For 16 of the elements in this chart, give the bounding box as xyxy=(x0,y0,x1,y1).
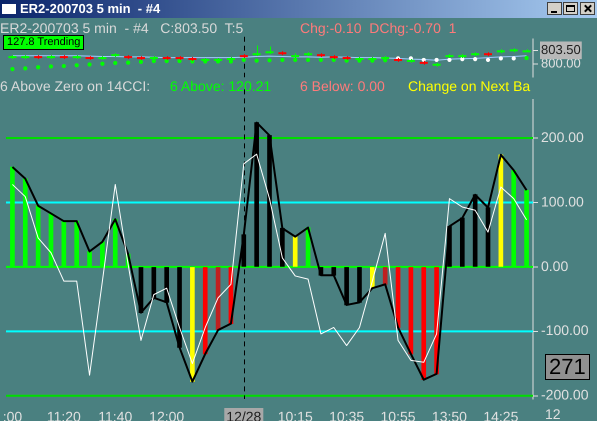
text: 12 xyxy=(545,406,561,421)
y-tick-label: -200.00 xyxy=(541,386,589,403)
y-tick-label: 100.00 xyxy=(541,193,584,210)
y-tick-label: 803.50 xyxy=(541,42,581,57)
text: Change on Next Ba xyxy=(408,78,532,94)
text: 6 Above Zero on 14CCI: xyxy=(0,78,150,94)
text: 6 Above: 120.21 xyxy=(170,78,272,94)
text: Chg:-0.10 DChg:-0.70 1 xyxy=(300,20,456,36)
text: 6 Below: 0.00 xyxy=(300,78,385,94)
text: ER2-200703 5 min - #4 C:803.50 T:5 xyxy=(0,20,244,36)
chart-title: ER2-200703 5 min - #4 xyxy=(20,1,160,16)
y-tick-label: -100.00 xyxy=(541,322,589,338)
y-tick-label: 0.00 xyxy=(541,258,568,274)
text: 271 xyxy=(545,354,590,380)
y-tick-label: 200.00 xyxy=(541,128,584,145)
annotation: 127.8 Trending xyxy=(3,35,84,50)
